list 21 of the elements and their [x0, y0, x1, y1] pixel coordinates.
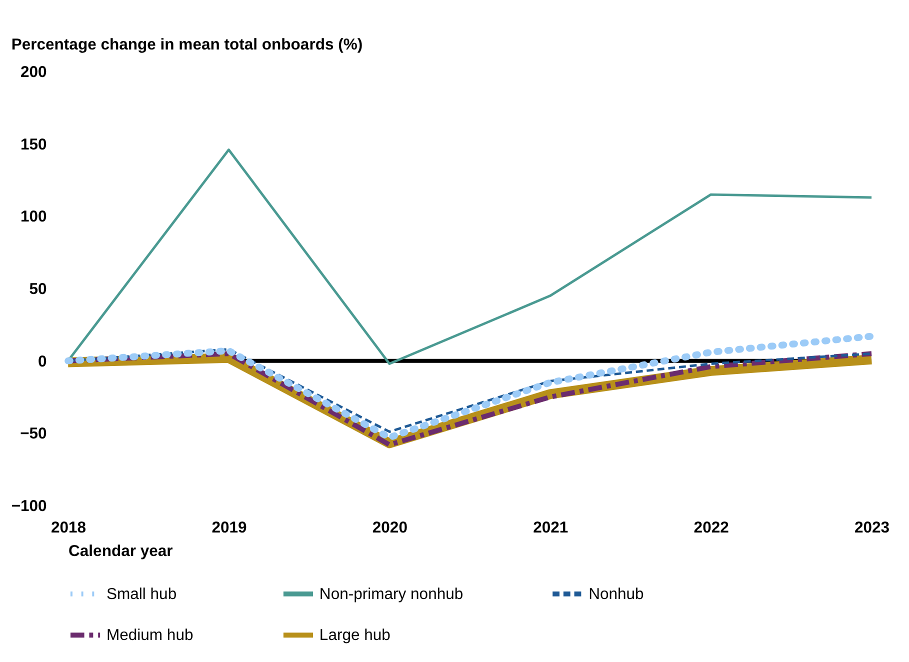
x-tick-label: 2020: [372, 520, 408, 537]
x-axis-title: Calendar year: [68, 543, 173, 560]
legend-label: Large hub: [319, 627, 391, 644]
x-tick-label: 2023: [854, 520, 890, 537]
legend-label: Nonhub: [588, 586, 644, 603]
y-tick-label: 200: [20, 64, 48, 82]
legend-label: Medium hub: [106, 627, 194, 644]
line-series: [66, 148, 873, 365]
x-tick-label: 2018: [50, 520, 86, 537]
x-tick-label: 2022: [694, 520, 730, 537]
x-tick-label: 2021: [533, 520, 568, 537]
x-tick-label: 2019: [212, 520, 247, 537]
y-tick-label: −100: [11, 498, 48, 515]
legend-label: Non-primary nonhub: [319, 586, 464, 603]
y-tick-label: 50: [29, 280, 48, 298]
y-tick-label: 100: [20, 208, 48, 226]
legend-label: Small hub: [106, 586, 177, 603]
y-tick-label: 0: [38, 353, 48, 370]
y-tick-label: −50: [20, 426, 48, 443]
y-tick-label: 150: [20, 136, 48, 154]
y-axis-title: Percentage change in mean total onboards (%): [11, 36, 363, 54]
